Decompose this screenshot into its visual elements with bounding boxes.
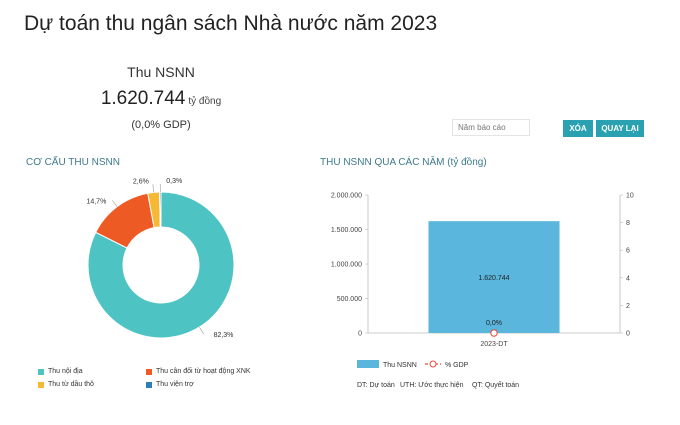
- pie-data-label: 82,3%: [214, 332, 234, 339]
- y2-tick-label: 0: [626, 331, 630, 338]
- summary-label: Thu NSNN: [127, 64, 195, 80]
- summary-gdp-suffix: GDP): [160, 119, 191, 131]
- legend-swatch: [146, 381, 152, 388]
- bar-data-label: 1.620.744: [478, 275, 509, 282]
- y-tick-label: 500.000: [337, 296, 362, 303]
- pie-slice-aid[interactable]: [159, 191, 162, 228]
- legend-item-export-import[interactable]: Thu cân đối từ hoạt động XNK: [146, 368, 251, 375]
- back-button[interactable]: QUAY LẠI: [596, 120, 644, 137]
- y-tick-label: 2.000.000: [331, 193, 362, 200]
- legend-item-domestic[interactable]: Thu nội địa: [38, 368, 83, 375]
- legend-item-crude-oil[interactable]: Thu từ dầu thô: [38, 381, 94, 388]
- summary-value-row: 1.620.744 tỷ đồng: [0, 88, 322, 110]
- year-input[interactable]: [452, 119, 530, 136]
- legend-label-thu-nsnn[interactable]: Thu NSNN: [383, 362, 417, 369]
- y-tick-label: 1.000.000: [331, 262, 362, 269]
- summary-unit: tỷ đồng: [188, 96, 222, 107]
- legend-label: Thu cân đối từ hoạt động XNK: [156, 368, 251, 375]
- pie-leader-line: [199, 326, 204, 335]
- pie-data-label: 0,3%: [166, 178, 182, 185]
- note-uth: UTH: Ước thực hiện: [400, 382, 464, 389]
- bar-thu-nsnn[interactable]: [428, 221, 560, 333]
- legend-label-gdp[interactable]: % GDP: [445, 362, 469, 369]
- y2-tick-label: 8: [626, 220, 630, 227]
- x-tick-label: 2023-DT: [480, 341, 508, 348]
- summary-value: 1.620.744: [100, 88, 186, 109]
- pie-leader-line: [112, 200, 118, 207]
- gdp-point[interactable]: [490, 329, 498, 337]
- pie-data-label: 14,7%: [86, 198, 106, 205]
- gdp-data-label: 0,0%: [486, 320, 502, 327]
- y2-tick-label: 6: [626, 248, 630, 255]
- summary-gdp-open: (: [131, 119, 136, 131]
- summary-gdp-value: 0,0%: [135, 119, 161, 131]
- page-title: Dự toán thu ngân sách Nhà nước năm 2023: [24, 12, 438, 35]
- legend-swatch: [146, 368, 152, 375]
- note-qt: QT: Quyết toán: [472, 382, 520, 389]
- revenue-structure-chart: 82,3% 14,7% 2,6% 0,3%: [86, 178, 235, 339]
- legend-label: Thu nội địa: [48, 368, 83, 375]
- legend-label: Thu từ dầu thô: [48, 381, 94, 388]
- legend-swatch-thu-nsnn: [357, 360, 379, 368]
- revenue-trend-chart: 0 500.000 1.000.000 1.500.000 2.000.000 0 2 4 6 8…: [331, 193, 634, 370]
- legend-marker-gdp: [429, 360, 437, 368]
- structure-section-title: CƠ CẤU THU NSNN: [26, 157, 120, 168]
- y2-tick-label: 2: [626, 303, 630, 310]
- pie-leader-line: [152, 184, 154, 193]
- clear-button[interactable]: XÓA: [563, 120, 593, 137]
- note-dt: DT: Dự toán: [357, 382, 395, 389]
- summary-gdp: (0,0% GDP): [0, 119, 322, 131]
- y-tick-label: 1.500.000: [331, 227, 362, 234]
- y2-tick-label: 10: [626, 193, 634, 200]
- trend-section-title: THU NSNN QUA CÁC NĂM (tỷ đồng): [320, 157, 487, 168]
- legend-label: Thu viện trợ: [156, 381, 194, 388]
- pie-slice-domestic[interactable]: [87, 191, 235, 339]
- y-tick-label: 0: [358, 331, 362, 338]
- legend-item-aid[interactable]: Thu viện trợ: [146, 381, 194, 388]
- y2-tick-label: 4: [626, 275, 630, 282]
- legend-swatch: [38, 368, 44, 375]
- pie-data-label: 2,6%: [133, 178, 149, 185]
- legend-swatch: [38, 381, 44, 388]
